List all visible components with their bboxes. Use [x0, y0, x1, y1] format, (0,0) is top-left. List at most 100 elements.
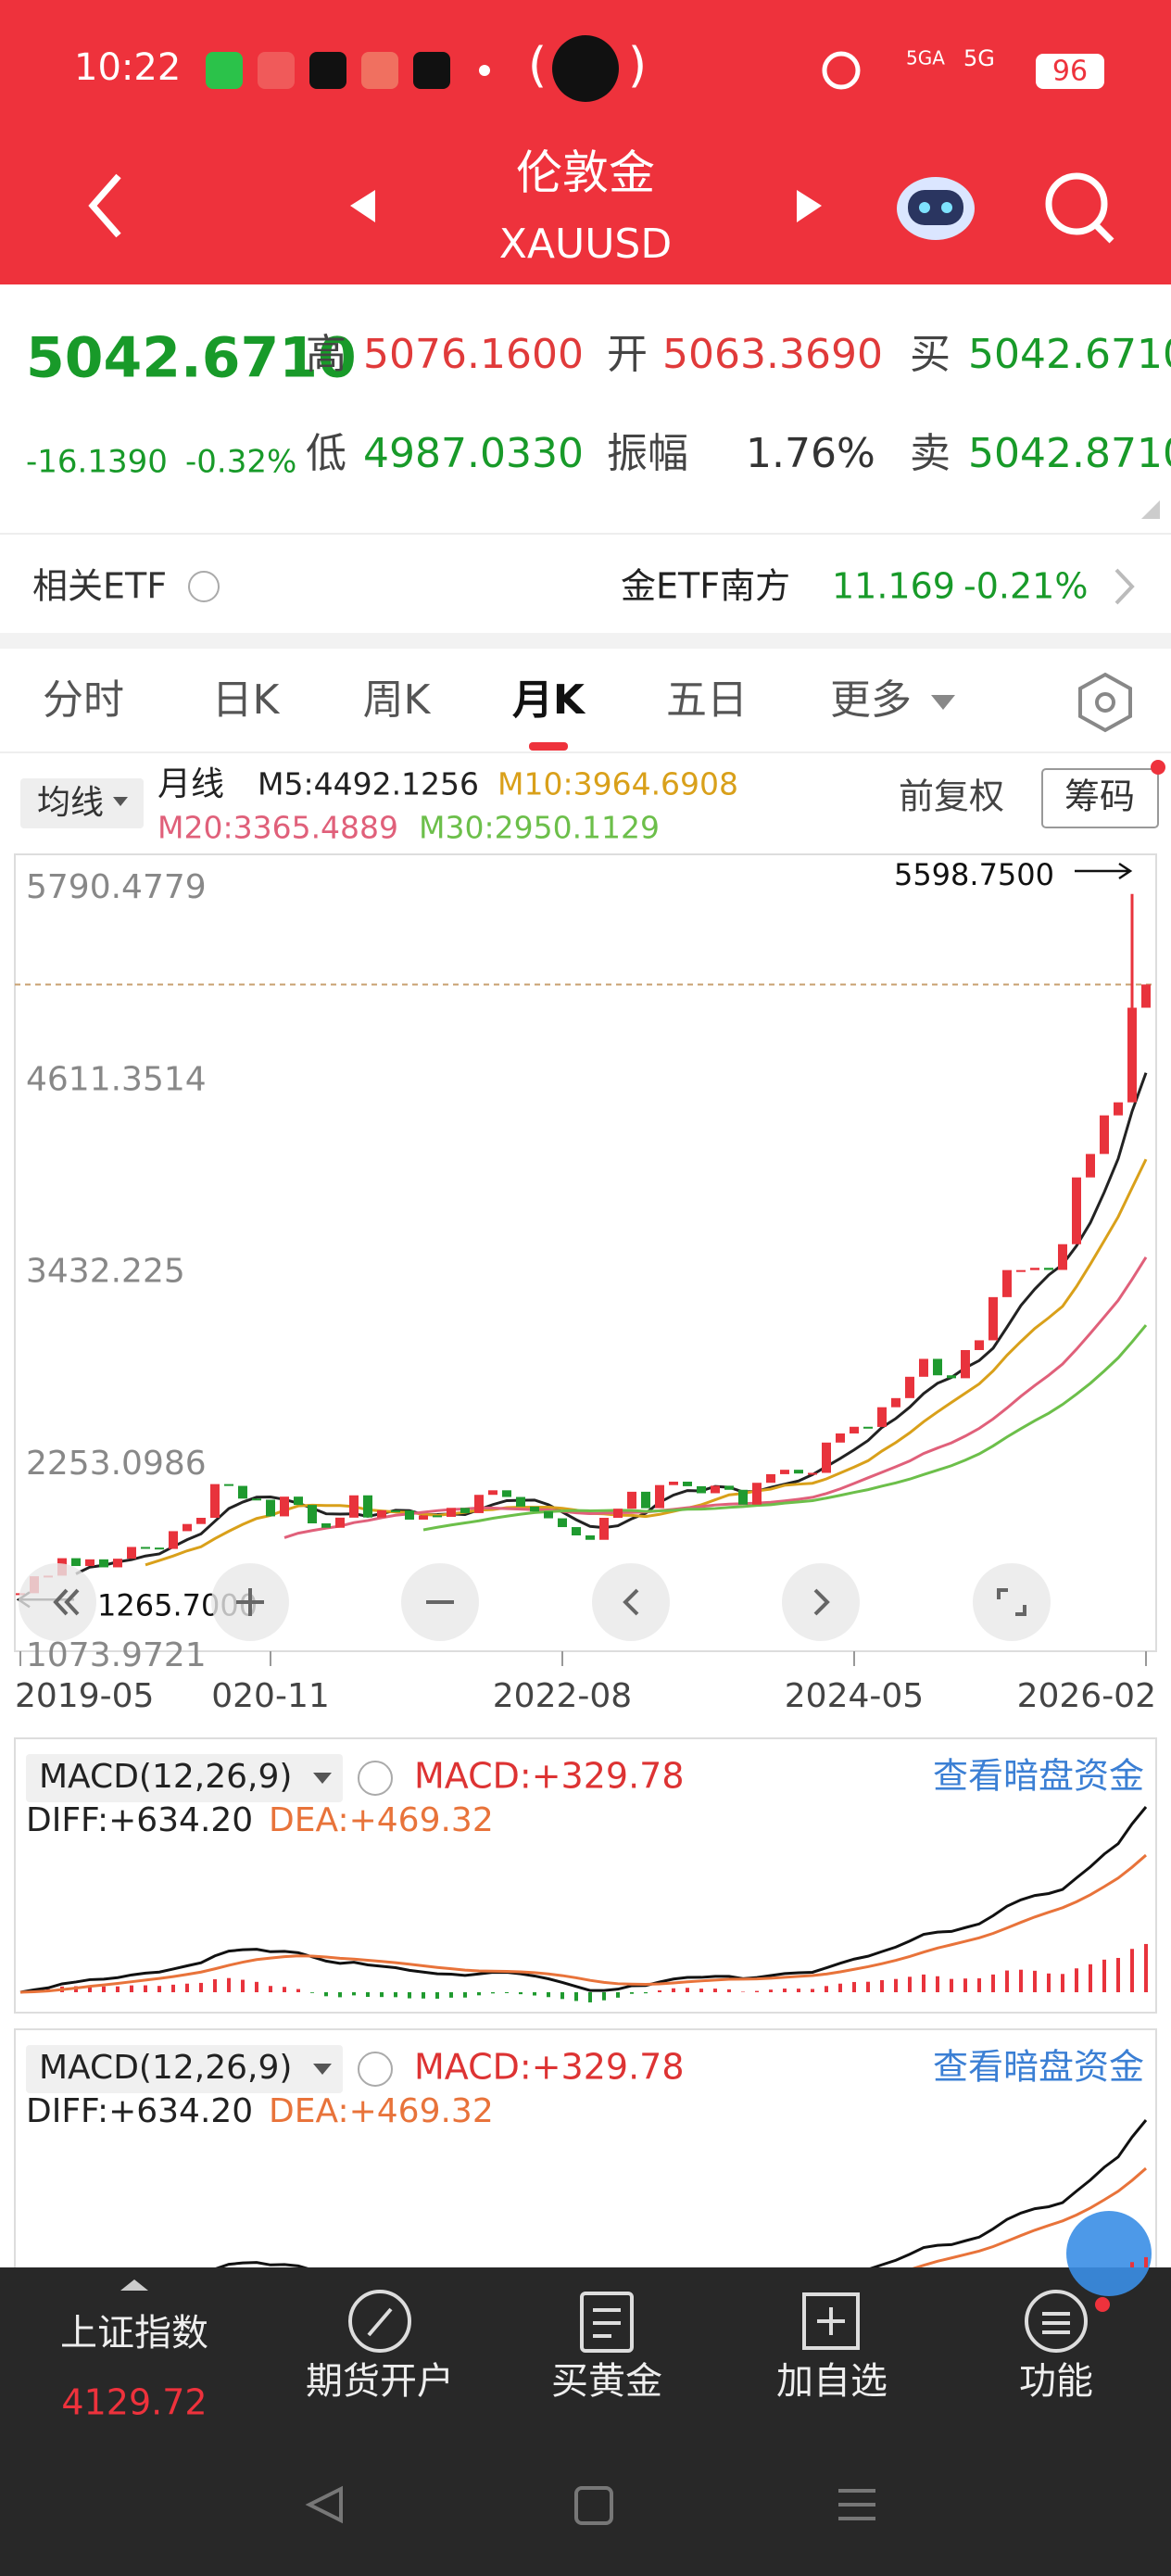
badge	[1151, 760, 1165, 775]
candle	[738, 1489, 748, 1505]
candle	[99, 1559, 108, 1568]
y-tick-label: 2253.0986	[26, 1445, 207, 1483]
tab[interactable]: 月K	[512, 676, 586, 724]
candle	[474, 1495, 484, 1513]
last-price: 5042.6710	[26, 326, 357, 391]
etf-change: -0.21%	[963, 566, 1088, 607]
back-button[interactable]	[88, 173, 121, 238]
candle	[1002, 1269, 1012, 1297]
candle	[947, 1375, 956, 1379]
x-tick-label: 2022-08	[493, 1677, 632, 1715]
battery	[1036, 54, 1104, 89]
nav-label[interactable]: 期货开户	[306, 2360, 454, 2403]
candle	[1114, 1102, 1123, 1116]
macd-link[interactable]: 查看暗盘资金	[933, 2047, 1144, 2088]
candle	[697, 1485, 706, 1494]
candle	[238, 1485, 247, 1499]
indicator-name: MACD(12,26,9)	[39, 2049, 292, 2087]
x-tick-label: 020-11	[211, 1677, 330, 1715]
system-nav[interactable]	[305, 2485, 875, 2525]
candle	[349, 1495, 359, 1518]
dea-line	[912, 2166, 1147, 2267]
dea-value: DEA:+469.32	[269, 1801, 494, 1839]
tab[interactable]: 日K	[212, 676, 281, 724]
svg-text:(: (	[528, 38, 547, 94]
candle	[363, 1495, 372, 1518]
net-label: 5G	[963, 45, 995, 71]
candle	[669, 1481, 678, 1485]
ma-legend: M5:4492.1256	[258, 766, 479, 802]
candle	[891, 1397, 900, 1408]
quote-label: 开	[607, 331, 648, 378]
quote-label: 低	[306, 430, 346, 477]
zoom-icon	[813, 1588, 830, 1616]
x-tick-label: 2019-05	[15, 1677, 154, 1715]
zoom-button[interactable]	[973, 1563, 1051, 1641]
search-button[interactable]	[1045, 172, 1114, 244]
indicator-selector[interactable]	[26, 1754, 343, 1802]
settings-button[interactable]	[1078, 672, 1132, 733]
expand-arrow[interactable]	[120, 2279, 148, 2291]
x-tick-label: 2026-02	[1017, 1677, 1156, 1715]
nav-label[interactable]: 加自选	[776, 2360, 888, 2403]
help-icon[interactable]	[188, 571, 220, 602]
candle	[280, 1496, 289, 1517]
tab[interactable]: 周K	[363, 676, 432, 724]
indicator-name: MACD(12,26,9)	[39, 1758, 292, 1796]
settings-button	[1095, 692, 1115, 713]
dropdown-arrow	[313, 2064, 332, 2075]
y-tick-label: 1073.9721	[26, 1636, 207, 1674]
robot-button[interactable]	[897, 177, 975, 240]
float-button[interactable]	[1066, 2211, 1152, 2296]
nav-label[interactable]: 功能	[1019, 2360, 1093, 2403]
candle	[1016, 1269, 1026, 1272]
quote-value: 4987.0330	[363, 430, 584, 477]
tab[interactable]: 五日	[666, 676, 748, 724]
dea-line	[19, 1853, 1147, 1994]
candle	[905, 1376, 914, 1398]
x-tick-label: 2024-05	[785, 1677, 924, 1715]
etf-price: 11.169	[832, 566, 955, 607]
quote-label: 高	[306, 331, 346, 378]
candle	[294, 1496, 303, 1506]
candle	[183, 1523, 192, 1532]
candle	[1072, 1177, 1081, 1244]
candle	[224, 1484, 233, 1486]
candle	[794, 1470, 803, 1474]
candle	[252, 1498, 261, 1501]
candle	[613, 1509, 623, 1519]
chart-frame	[14, 853, 1157, 1652]
zoom-button[interactable]	[592, 1563, 670, 1641]
candle	[1100, 1115, 1109, 1155]
candle	[405, 1510, 414, 1520]
candle	[752, 1483, 762, 1505]
macd-link[interactable]: 查看暗盘资金	[933, 1756, 1144, 1797]
candle	[641, 1491, 650, 1509]
ma-selector[interactable]	[20, 778, 144, 828]
diff-line	[215, 2119, 1148, 2267]
candle	[530, 1506, 539, 1512]
candle	[488, 1490, 497, 1496]
candle	[836, 1433, 845, 1443]
chips-button[interactable]	[1041, 768, 1159, 828]
nav-label[interactable]: 买黄金	[551, 2360, 662, 2403]
macd-plot	[215, 2119, 1148, 2267]
indicator-selector[interactable]	[26, 2045, 343, 2093]
candle	[113, 1559, 122, 1568]
tab[interactable]: 分时	[43, 676, 124, 724]
zoom-button[interactable]	[782, 1563, 860, 1641]
candle	[655, 1484, 664, 1509]
next-button[interactable]	[797, 190, 822, 222]
candle	[599, 1518, 609, 1540]
zoom-icon	[53, 1588, 80, 1616]
etf-chevron[interactable]	[1114, 568, 1135, 605]
ma-selector-label: 均线	[37, 784, 104, 822]
macd-value: MACD:+329.78	[414, 1756, 685, 1797]
candle	[961, 1349, 970, 1379]
prev-button[interactable]	[350, 190, 375, 222]
help-icon	[358, 2052, 393, 2087]
help-icon	[358, 1761, 393, 1796]
tab[interactable]: 更多	[830, 676, 912, 724]
candle	[447, 1508, 456, 1517]
